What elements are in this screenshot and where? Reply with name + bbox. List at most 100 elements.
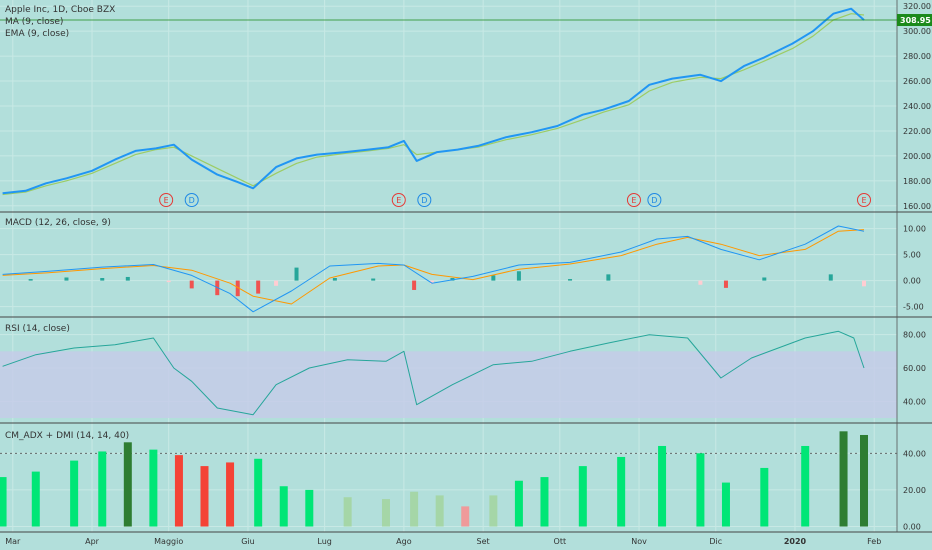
time-axis-label: Nov — [631, 537, 647, 546]
macd-histogram-bar — [698, 280, 703, 285]
macd-legend[interactable]: MACD (12, 26, close, 9) — [5, 218, 111, 228]
price-axis-label: 10.00 — [903, 225, 926, 234]
adx-bar — [254, 458, 263, 527]
price-axis-label: 0.00 — [903, 523, 921, 532]
adx-bar — [410, 491, 419, 527]
marker-label: D — [421, 196, 427, 205]
macd-histogram-bar — [189, 280, 194, 289]
marker-label: D — [189, 196, 195, 205]
marker-label: E — [861, 196, 866, 205]
price-axis-label: 160.00 — [903, 202, 931, 211]
earnings-marker[interactable] — [626, 193, 641, 207]
adx-bar — [617, 456, 626, 527]
macd-histogram-bar — [371, 278, 376, 281]
adx-bar — [760, 467, 769, 527]
price-axis-label: 260.00 — [903, 77, 931, 86]
marker-label: E — [164, 196, 169, 205]
price-axis-label: 320.00 — [903, 2, 931, 11]
time-axis-label: Set — [477, 537, 490, 546]
adx-bar — [801, 445, 810, 527]
ema-legend[interactable]: EMA (9, close) — [5, 29, 69, 39]
adx-bar — [149, 449, 158, 527]
adx-legend[interactable]: CM_ADX + DMI (14, 14, 40) — [5, 431, 129, 441]
adx-bar — [343, 497, 352, 527]
macd-histogram-bar — [723, 280, 728, 288]
price-axis-label: 60.00 — [903, 364, 926, 373]
signal-line — [2, 229, 865, 305]
adx-bar — [70, 460, 79, 527]
time-scale[interactable]: Mar Apr Maggio Giu Lug Ago Set Ott Nov Dic 2020 Feb — [5, 537, 881, 546]
macd-histogram-bar — [294, 267, 299, 281]
pane-legends: Apple Inc, 1D, Cboe BZX MA (9, close) EM… — [5, 5, 129, 441]
time-axis-label: Mar — [5, 537, 21, 546]
adx-bar — [540, 477, 549, 527]
price-scale[interactable]: 160.00 180.00 200.00 220.00 240.00 260.00 280.… — [903, 2, 931, 531]
chart-title[interactable]: Apple Inc, 1D, Cboe BZX — [5, 5, 115, 15]
adx-bar — [174, 455, 183, 527]
earnings-marker[interactable] — [857, 193, 871, 207]
last-price-tag-text: 308.95 — [900, 16, 931, 25]
adx-bar — [578, 466, 587, 527]
time-axis-label: Giu — [241, 537, 255, 546]
marker-label: E — [396, 196, 401, 205]
earnings-marker[interactable] — [159, 193, 174, 207]
macd-histogram-bar — [64, 277, 69, 281]
macd-histogram-bar — [100, 278, 105, 281]
adx-bar — [696, 453, 705, 527]
adx-bar — [461, 506, 470, 527]
pane-dividers[interactable] — [0, 0, 932, 533]
price-axis-label: 40.00 — [903, 397, 926, 406]
earnings-marker[interactable] — [391, 193, 406, 207]
dividend-marker[interactable] — [417, 193, 432, 207]
price-axis-label: 20.00 — [903, 486, 926, 495]
last-price-tag-box — [897, 14, 932, 27]
price-axis-label: 300.00 — [903, 27, 931, 36]
adx-bar — [98, 451, 107, 527]
time-axis-label: Ott — [554, 537, 567, 546]
adx-bar — [123, 442, 132, 527]
macd-histogram-bar — [274, 280, 279, 286]
rsi-overbought-oversold-band — [0, 351, 897, 418]
adx-bar — [31, 471, 40, 527]
dividend-marker[interactable] — [184, 193, 199, 207]
macd-histogram-bar — [256, 280, 261, 294]
macd-histogram-bar — [828, 274, 833, 281]
time-axis-label: Feb — [867, 537, 881, 546]
marker-label: E — [631, 196, 636, 205]
macd-histogram-bar — [166, 280, 171, 283]
macd-line — [2, 225, 865, 313]
marker-label: D — [651, 196, 657, 205]
last-price-tag: 308.95 — [897, 14, 932, 27]
dividend-marker[interactable] — [647, 193, 662, 207]
price-axis-label: -5.00 — [903, 303, 924, 312]
adx-bar — [435, 495, 444, 527]
rsi-legend[interactable]: RSI (14, close) — [5, 324, 70, 334]
adx-bar — [200, 466, 209, 527]
rsi-line — [2, 330, 865, 416]
macd-histogram-bar — [606, 274, 611, 281]
adx-bar — [489, 495, 498, 527]
adx-bar — [279, 486, 288, 527]
adx-bar — [721, 482, 730, 527]
macd-histogram-bar — [862, 280, 866, 287]
time-axis-label: Lug — [317, 537, 331, 546]
adx-bar — [839, 431, 848, 527]
price-line — [2, 7, 865, 195]
macd-histogram-bar — [516, 271, 521, 281]
adx-bar — [226, 462, 235, 527]
price-axis-label: 220.00 — [903, 127, 931, 136]
grid-lines — [0, 0, 897, 532]
macd-histogram-bar — [491, 275, 496, 281]
price-axis-label: 180.00 — [903, 177, 931, 186]
adx-bar — [381, 499, 390, 527]
time-axis-label: Maggio — [154, 537, 183, 546]
rsi-band — [0, 351, 897, 418]
price-axis-label: 280.00 — [903, 52, 931, 61]
adx-bar — [514, 480, 523, 527]
price-axis-label: 80.00 — [903, 331, 926, 340]
time-axis-label: 2020 — [784, 537, 807, 546]
ma-legend[interactable]: MA (9, close) — [5, 17, 63, 27]
macd-histogram-bar — [332, 278, 337, 281]
